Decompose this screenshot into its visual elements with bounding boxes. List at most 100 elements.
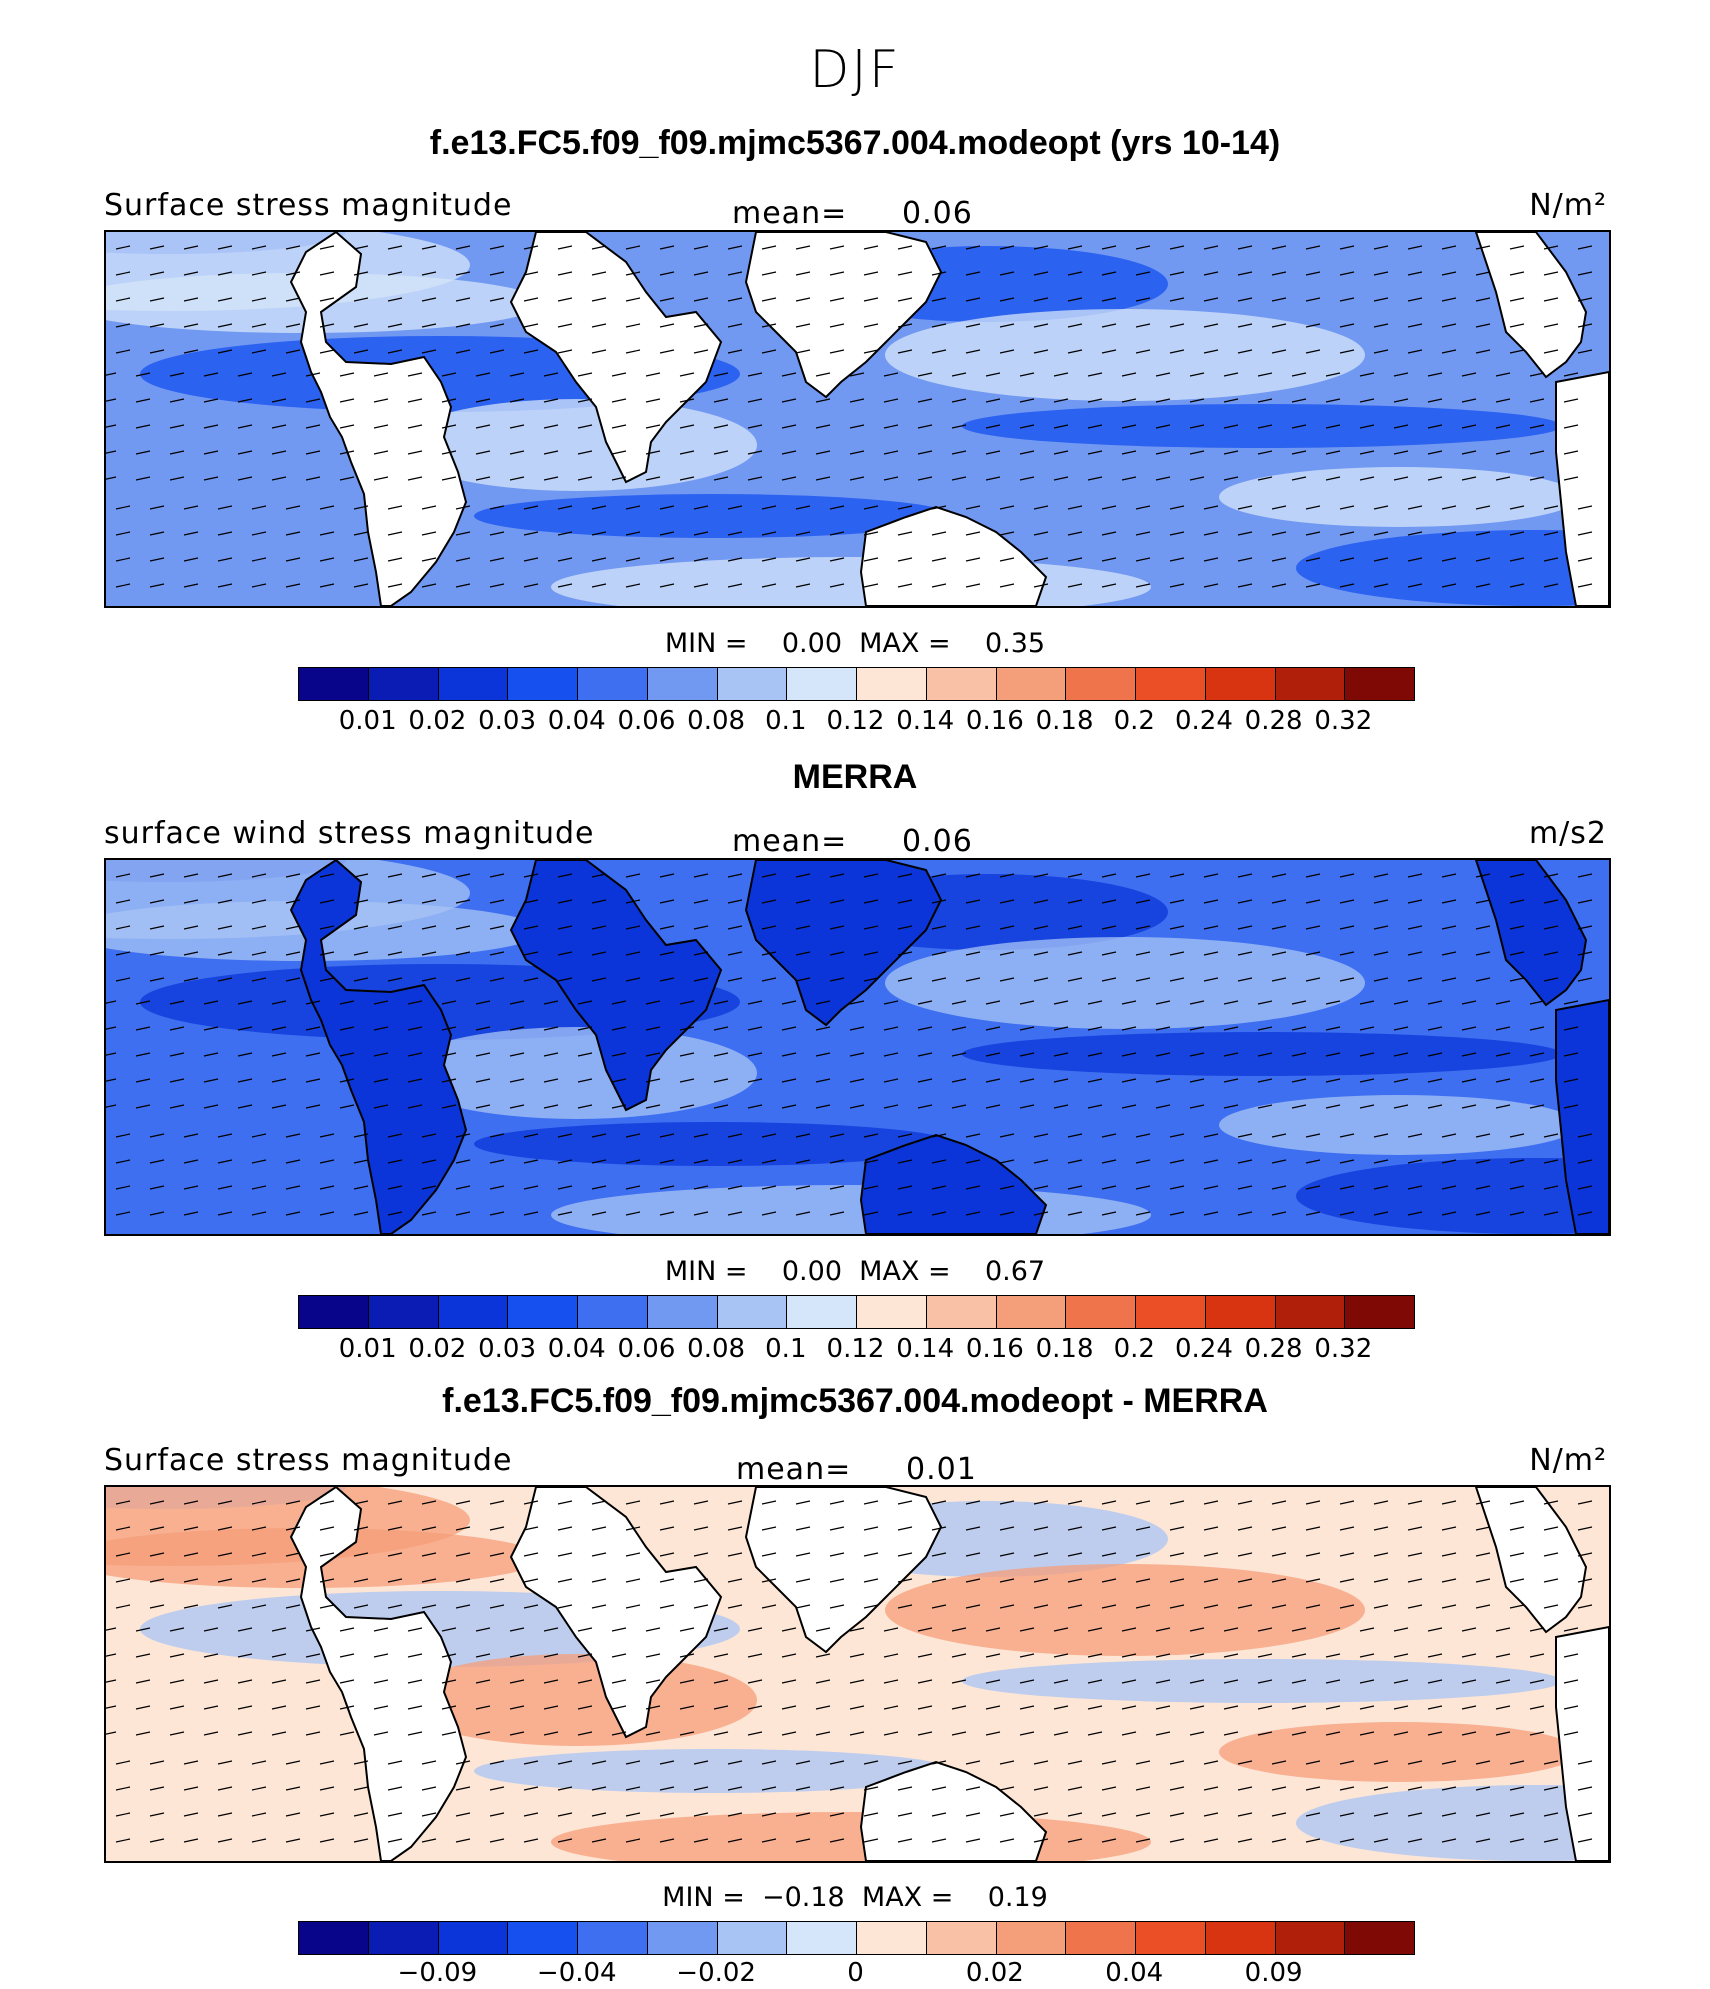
wind-arrow [645,450,661,455]
wind-arrow [1339,583,1355,588]
wind-arrow [489,1552,505,1557]
wind-arrow [999,1578,1015,1583]
wind-arrow [591,557,607,562]
wind-arrow [659,1211,675,1216]
wind-arrow [387,1786,403,1791]
wind-arrow [1257,398,1273,403]
wind-arrow [183,925,199,930]
wind-arrow [251,951,267,956]
wind-arrow [727,1760,743,1765]
wind-arrow [727,1159,743,1164]
wind-arrow [305,1731,321,1736]
wind-arrow [387,271,403,276]
wind-arrow [1169,1838,1185,1843]
wind-arrow [373,450,389,455]
wind-arrow [693,1552,709,1557]
wind-arrow [985,1731,1001,1736]
wind-arrow [917,450,933,455]
wind-arrow [353,505,369,510]
wind-arrow [815,372,831,377]
wind-arrow [421,323,437,328]
colorbar-tick-label: 0.03 [478,706,537,736]
wind-arrow [1373,297,1389,302]
wind-arrow [407,476,423,481]
wind-arrow [1237,873,1253,878]
wind-arrow [271,450,287,455]
wind-arrow [135,424,151,429]
wind-arrow [849,1104,865,1109]
wind-arrow [1325,1731,1341,1736]
wind-arrow [1271,531,1287,536]
colorbar-swatch [1066,1922,1136,1954]
wind-arrow [183,1500,199,1505]
wind-arrow [1189,1104,1205,1109]
wind-arrow [897,1133,913,1138]
wind-arrow [1135,323,1151,328]
wind-arrow [1237,1500,1253,1505]
wind-arrow [1067,1133,1083,1138]
wind-arrow [727,1604,743,1609]
wind-arrow [285,271,301,276]
wind-arrow [1203,1133,1219,1138]
wind-arrow [863,1812,879,1817]
wind-arrow [931,271,947,276]
wind-arrow [795,1760,811,1765]
wind-arrow [1019,1000,1035,1005]
wind-arrow [863,1500,879,1505]
wind-arrow [106,398,117,402]
wind-arrow [951,372,967,377]
wind-arrow [1305,977,1321,982]
wind-arrow [1441,245,1457,250]
wind-arrow [373,1705,389,1710]
wind-arrow [149,1578,165,1583]
wind-arrow [135,372,151,377]
wind-arrow [135,1052,151,1057]
wind-arrow [1543,297,1559,302]
wind-arrow [455,1133,471,1138]
wind-arrow [557,1133,573,1138]
panel-1-variable-label: Surface stress magnitude [104,188,513,223]
wind-arrow [1427,1000,1443,1005]
wind-arrow [489,323,505,328]
wind-arrow [1475,873,1491,878]
wind-arrow [1033,583,1049,588]
wind-arrow [1271,271,1287,276]
colorbar-swatch [787,668,857,700]
wind-arrow [1271,1812,1287,1817]
wind-arrow [1563,1627,1579,1632]
wind-arrow [407,1653,423,1658]
map-field-band [885,937,1365,1029]
wind-arrow [1339,899,1355,904]
map-field-band [106,1487,470,1566]
wind-arrow [217,1526,233,1531]
colorbar-swatch [717,668,788,700]
wind-arrow [1359,398,1375,403]
wind-arrow [1339,349,1355,354]
wind-arrow [1339,245,1355,250]
wind-arrow [1373,951,1389,956]
wind-arrow [1441,1760,1457,1765]
wind-arrow [1339,1578,1355,1583]
continent-outline [1474,860,1588,1007]
colorbar-tick-label: 0.24 [1174,1334,1233,1364]
wind-arrow [931,951,947,956]
wind-arrow [1529,1679,1545,1684]
wind-arrow [1087,1052,1103,1057]
wind-arrow [1563,1026,1579,1031]
wind-arrow [1509,1838,1525,1843]
wind-arrow [135,398,151,403]
wind-arrow [625,297,641,302]
wind-arrow [1407,925,1423,930]
continent-outline [289,1487,468,1861]
wind-arrow [659,1578,675,1583]
wind-arrow [523,583,539,588]
wind-arrow [1067,1760,1083,1765]
wind-arrow [475,398,491,403]
wind-arrow [727,899,743,904]
wind-arrow [931,899,947,904]
wind-arrow [543,1104,559,1109]
wind-arrow [1475,1500,1491,1505]
wind-arrow [1291,1679,1307,1684]
wind-arrow [1223,1705,1239,1710]
wind-arrow [1135,1812,1151,1817]
